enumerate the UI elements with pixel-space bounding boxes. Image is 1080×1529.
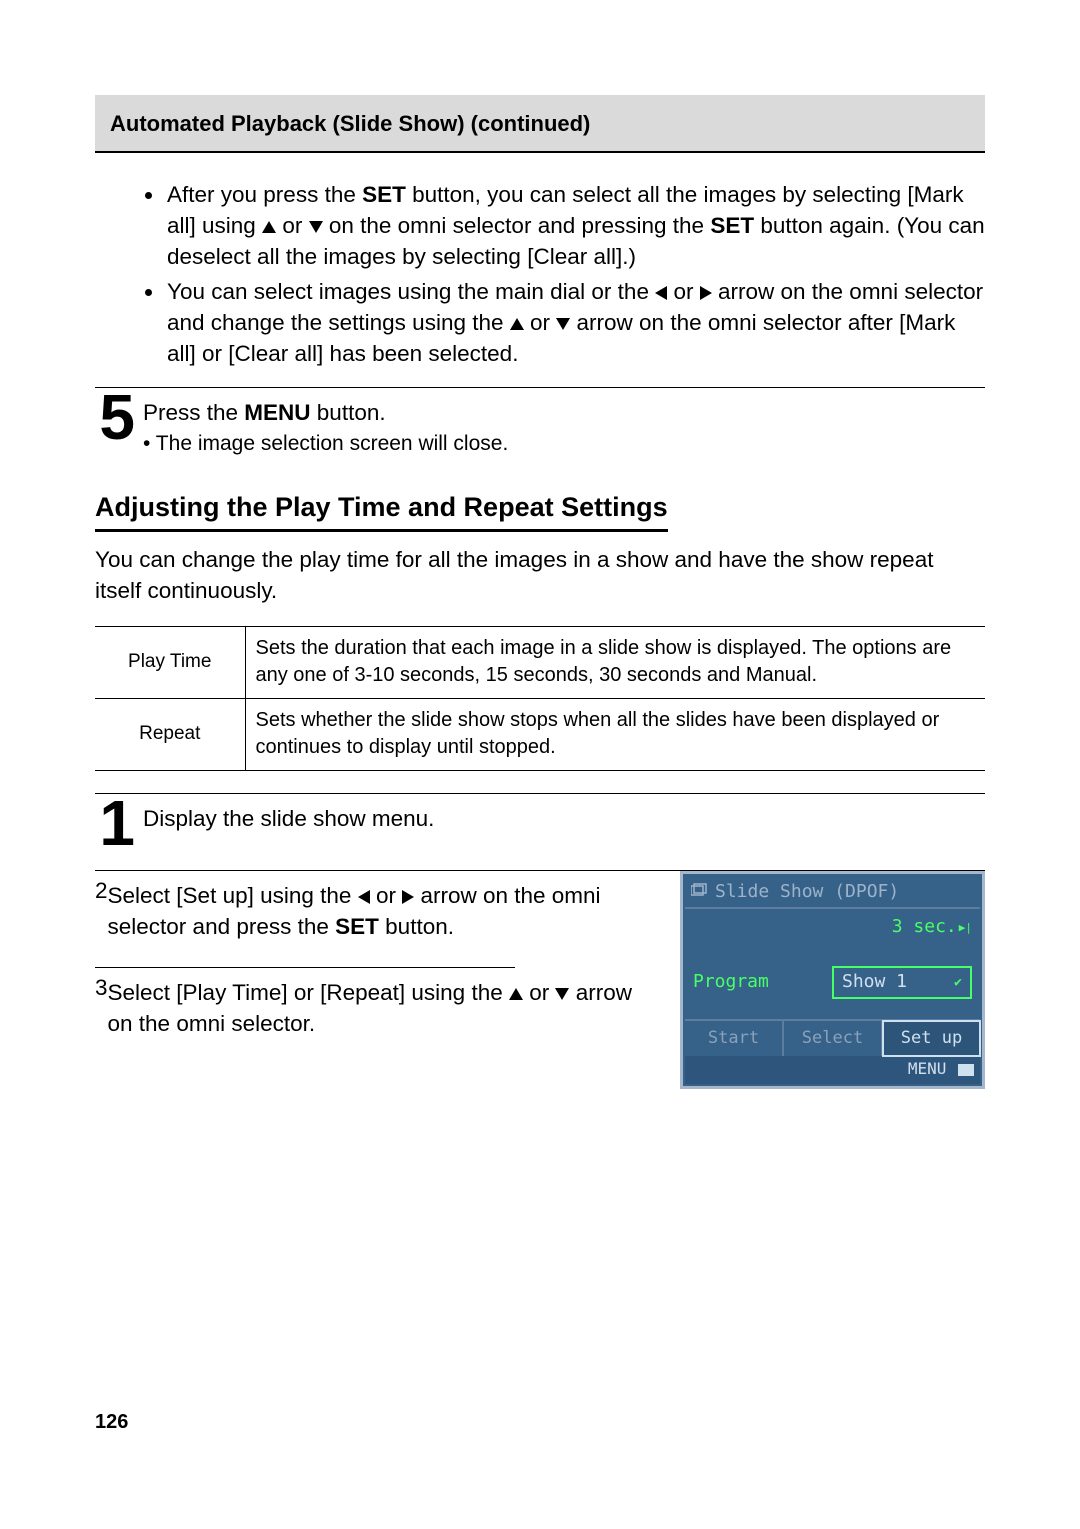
step-3: 3 Select [Play Time] or [Repeat] using t… bbox=[95, 968, 662, 1041]
triangle-up-icon bbox=[509, 988, 523, 1000]
triangle-right-icon bbox=[402, 890, 414, 904]
top-bullet-list: After you press the SET button, you can … bbox=[95, 179, 985, 369]
play-icon: ▶| bbox=[959, 920, 972, 935]
bullet-item: You can select images using the main dia… bbox=[165, 276, 985, 369]
step-instruction: Press the MENU button. bbox=[143, 397, 985, 428]
step-2: 2 Select [Set up] using the or arrow on … bbox=[95, 871, 662, 944]
triangle-up-icon bbox=[510, 318, 524, 330]
triangle-down-icon bbox=[556, 318, 570, 330]
menu-return-icon bbox=[958, 1064, 974, 1076]
step-5: 5 Press the MENU button. • The image sel… bbox=[95, 387, 985, 459]
screenshot-menu-label: MENU bbox=[685, 1056, 980, 1084]
step-instruction: Select [Play Time] or [Repeat] using the… bbox=[108, 977, 662, 1039]
screenshot-program-row: Program Show 1 ✔ bbox=[685, 946, 980, 1019]
program-label: Program bbox=[685, 970, 805, 995]
step-number: 3 bbox=[95, 972, 108, 1003]
step-1: 1 Display the slide show menu. bbox=[95, 793, 985, 850]
triangle-left-icon bbox=[655, 286, 667, 300]
setting-description: Sets the duration that each image in a s… bbox=[245, 626, 985, 698]
triangle-left-icon bbox=[358, 890, 370, 904]
triangle-right-icon bbox=[700, 286, 712, 300]
step-instruction: Select [Set up] using the or arrow on th… bbox=[108, 880, 662, 942]
step-number: 5 bbox=[95, 390, 135, 444]
step-number: 1 bbox=[95, 796, 135, 850]
table-row: Repeat Sets whether the slide show stops… bbox=[95, 698, 985, 770]
step-number: 2 bbox=[95, 875, 108, 906]
step-instruction: Display the slide show menu. bbox=[143, 803, 985, 834]
triangle-down-icon bbox=[309, 221, 323, 233]
setting-label: Repeat bbox=[95, 698, 245, 770]
settings-table: Play Time Sets the duration that each im… bbox=[95, 626, 985, 771]
triangle-up-icon bbox=[262, 221, 276, 233]
setting-description: Sets whether the slide show stops when a… bbox=[245, 698, 985, 770]
bullet-item: After you press the SET button, you can … bbox=[165, 179, 985, 272]
triangle-down-icon bbox=[555, 988, 569, 1000]
subsection-description: You can change the play time for all the… bbox=[95, 544, 985, 606]
show-selector: Show 1 ✔ bbox=[832, 966, 972, 999]
table-row: Play Time Sets the duration that each im… bbox=[95, 626, 985, 698]
step-subtext: • The image selection screen will close. bbox=[143, 430, 985, 459]
subsection-heading: Adjusting the Play Time and Repeat Setti… bbox=[95, 489, 668, 531]
setting-label: Play Time bbox=[95, 626, 245, 698]
screenshot-title: Slide Show (DPOF) bbox=[685, 876, 980, 907]
screenshot-btn-setup: Set up bbox=[883, 1021, 980, 1056]
camera-screenshot: Slide Show (DPOF) 3 sec.▶| Program Show … bbox=[680, 871, 985, 1089]
screenshot-button-row: Start Select Set up bbox=[685, 1019, 980, 1056]
screenshot-time: 3 sec.▶| bbox=[685, 907, 980, 946]
check-icon: ✔ bbox=[954, 974, 962, 992]
section-header: Automated Playback (Slide Show) (continu… bbox=[95, 95, 985, 153]
screenshot-btn-start: Start bbox=[685, 1021, 784, 1056]
screenshot-btn-select: Select bbox=[784, 1021, 883, 1056]
slideshow-icon bbox=[691, 880, 709, 905]
page-number: 126 bbox=[95, 1411, 128, 1434]
